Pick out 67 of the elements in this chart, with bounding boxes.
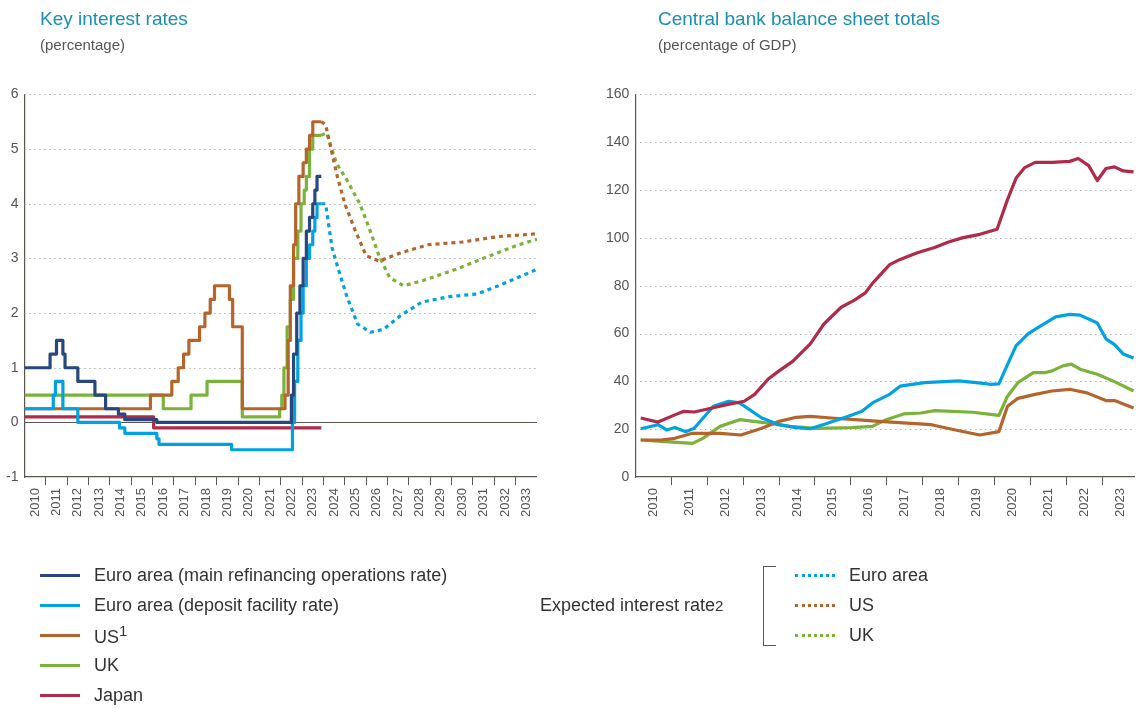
y-tick-label: 6 [10,85,19,102]
legend-label: UK [94,654,120,676]
y-tick-label: 40 [613,372,630,389]
x-tick-label: 2014 [788,488,804,517]
x-tick-label: 2025 [347,488,363,517]
y-tick-label: 0 [621,467,630,484]
x-tick-label: 2017 [176,488,192,517]
x-tick-label: 2021 [261,488,277,517]
x-tick-label: 2022 [1075,488,1091,517]
chart-subtitle: (percentage) [40,36,126,53]
x-tick-label: 2028 [411,488,427,517]
x-tick-label: 2015 [824,488,840,517]
legend-label: US$^{1}$ [94,622,128,648]
legend-label: Euro area [849,564,929,586]
chart-title: Key interest rates [40,8,188,30]
legend-label: US [849,594,875,616]
chart-subtitle: (percentage of GDP) [658,36,797,53]
x-tick-label: 2013 [90,488,106,517]
x-tick-label: 2020 [1004,488,1020,517]
x-tick-label: 2017 [896,488,912,517]
y-tick-label: 100 [606,228,630,245]
y-tick-label: 3 [10,249,19,266]
x-tick-label: 2027 [389,488,405,517]
x-tick-label: 2026 [368,488,384,517]
x-tick-label: 2012 [716,488,732,517]
x-tick-label: 2013 [752,488,768,517]
y-tick-label: 2 [10,303,19,320]
x-tick-label: 2023 [304,488,320,517]
y-tick-label: 140 [606,133,630,150]
y-tick-label: 1 [10,358,19,375]
legend-label: Japan [94,684,144,706]
x-tick-label: 2016 [154,488,170,517]
x-tick-label: 2018 [932,488,948,517]
x-tick-label: 2024 [325,488,341,517]
x-tick-label: 2010 [26,488,42,517]
x-tick-label: 2016 [860,488,876,517]
x-tick-label: 2011 [680,488,696,517]
y-tick-label: 60 [613,324,630,341]
x-tick-label: 2022 [282,488,298,517]
x-tick-label: 2032 [496,488,512,517]
legend-label: Euro area (main refinancing operations rate) [94,564,448,586]
x-tick-label: 2029 [432,488,448,517]
x-tick-label: 2020 [240,488,256,517]
x-tick-label: 2015 [133,488,149,517]
y-tick-label: 20 [613,420,630,437]
x-tick-label: 2030 [453,488,469,517]
y-tick-label: 120 [606,180,630,197]
legend-label: Euro area (deposit facility rate) [94,594,340,616]
y-tick-label: -1 [6,467,19,484]
x-tick-label: 2023 [1111,488,1127,517]
y-tick-label: 5 [10,139,19,156]
x-tick-label: 2019 [968,488,984,517]
x-tick-label: 2018 [197,488,213,517]
x-tick-label: 2010 [644,488,660,517]
chart-title: Central bank balance sheet totals [658,8,941,30]
y-tick-label: 80 [613,276,630,293]
x-tick-label: 2033 [517,488,533,517]
y-tick-label: 0 [10,413,19,430]
x-tick-label: 2014 [112,488,128,517]
x-tick-label: 2021 [1040,488,1056,517]
x-tick-label: 2019 [218,488,234,517]
x-tick-label: 2011 [48,488,64,517]
y-tick-label: 160 [606,85,630,102]
x-tick-label: 2031 [475,488,491,517]
y-tick-label: 4 [10,194,19,211]
x-tick-label: 2012 [69,488,85,517]
legend-label: UK [849,624,875,646]
